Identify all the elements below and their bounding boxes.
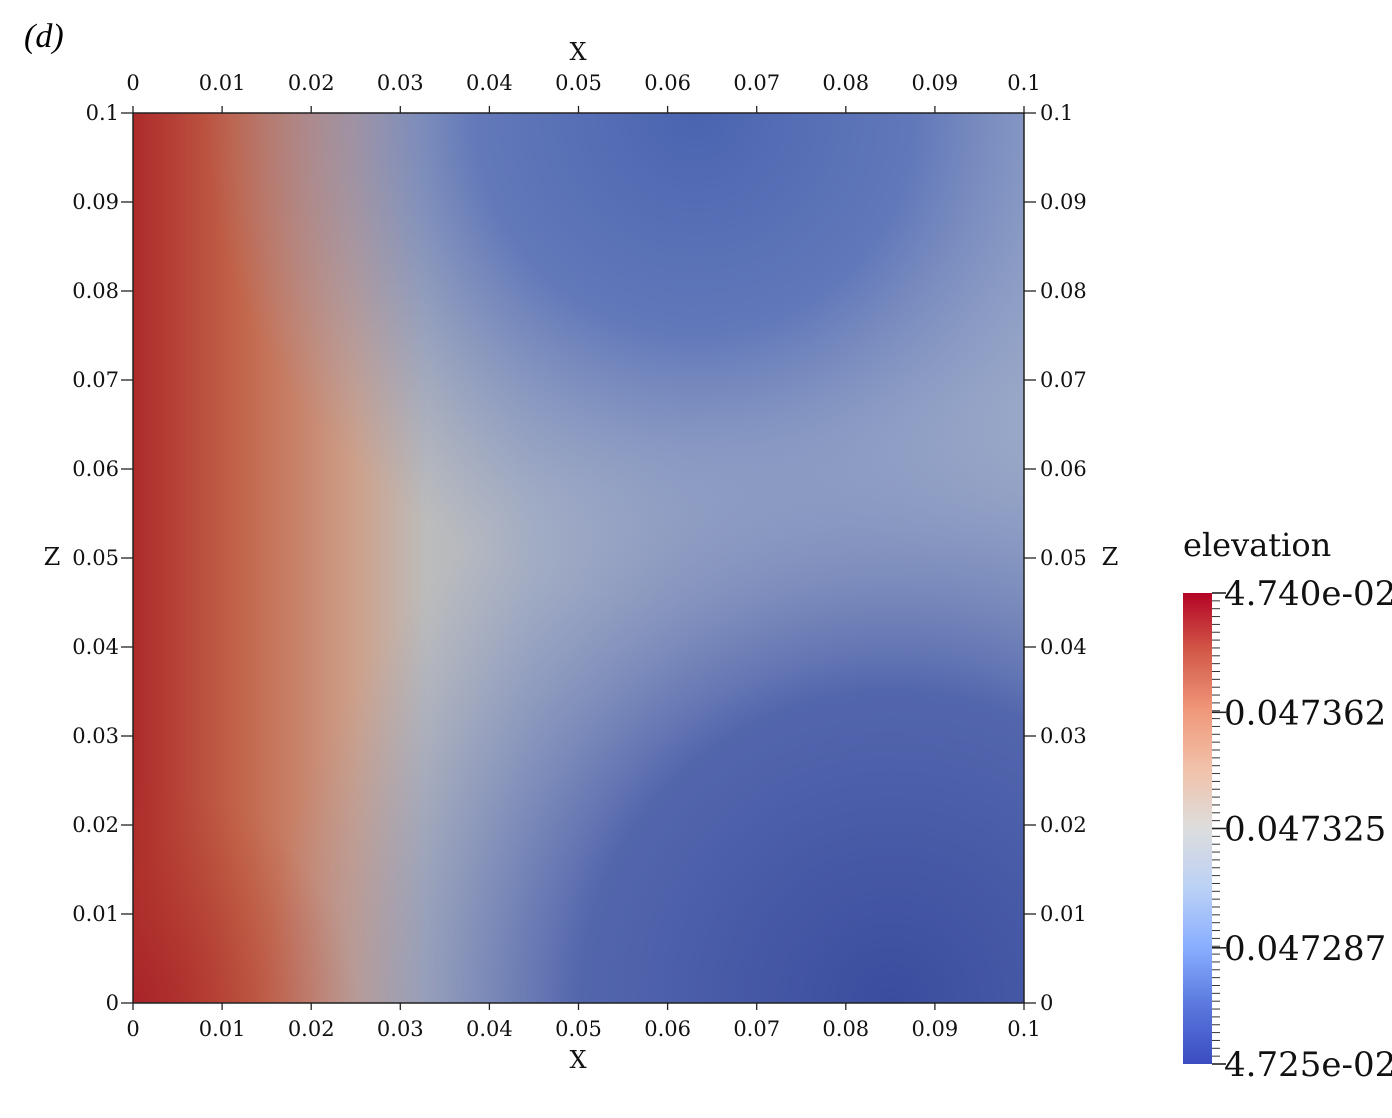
- x-tick-label-bottom: 0.02: [288, 1017, 335, 1041]
- axis-ticks: 000.010.010.020.020.030.030.040.040.050.…: [72, 71, 1087, 1041]
- y-tick-label-right: 0.07: [1040, 368, 1087, 392]
- y-axis-title-left: Z: [44, 543, 61, 571]
- x-tick-label-top: 0.01: [199, 71, 246, 95]
- y-tick-label-right: 0.02: [1040, 813, 1087, 837]
- x-tick-label-top: 0: [126, 71, 139, 95]
- y-tick-label-right: 0.09: [1040, 190, 1087, 214]
- y-tick-label-left: 0.07: [72, 368, 119, 392]
- x-tick-label-top: 0.03: [377, 71, 424, 95]
- x-tick-label-top: 0.04: [466, 71, 513, 95]
- x-tick-label-top: 0.09: [912, 71, 959, 95]
- x-tick-label-top: 0.05: [555, 71, 602, 95]
- x-tick-label-bottom: 0.09: [912, 1017, 959, 1041]
- colorbar-labels: 4.740e-02 0.047362 0.047325 0.047287 4.725e-…: [1224, 574, 1392, 1085]
- y-tick-label-left: 0.06: [72, 457, 119, 481]
- x-tick-label-bottom: 0.08: [822, 1017, 869, 1041]
- y-tick-label-right: 0.05: [1040, 546, 1087, 570]
- y-tick-label-right: 0.01: [1040, 902, 1087, 926]
- x-tick-label-top: 0.08: [822, 71, 869, 95]
- y-axis-title-right: Z: [1102, 543, 1119, 571]
- colorbar-label: 0.047287: [1224, 929, 1386, 969]
- colorbar-label: 0.047325: [1224, 810, 1386, 850]
- x-tick-label-top: 0.06: [644, 71, 691, 95]
- x-tick-label-bottom: 0.04: [466, 1017, 513, 1041]
- y-tick-label-right: 0.04: [1040, 635, 1087, 659]
- y-tick-label-right: 0.1: [1040, 101, 1073, 125]
- y-tick-label-left: 0.1: [86, 101, 119, 125]
- panel-label: (d): [24, 18, 64, 55]
- y-tick-label-left: 0.04: [72, 635, 119, 659]
- x-tick-label-top: 0.1: [1007, 71, 1040, 95]
- x-tick-label-bottom: 0.07: [733, 1017, 780, 1041]
- colorbar-label: 4.740e-02: [1224, 574, 1392, 614]
- y-tick-label-left: 0.09: [72, 190, 119, 214]
- y-tick-label-right: 0.03: [1040, 724, 1087, 748]
- heat-field: [133, 113, 1024, 1003]
- x-tick-label-bottom: 0.06: [644, 1017, 691, 1041]
- colorbar-ticks: [1212, 592, 1226, 1065]
- y-tick-label-left: 0: [106, 991, 119, 1015]
- y-tick-label-left: 0.02: [72, 813, 119, 837]
- y-tick-label-left: 0.08: [72, 279, 119, 303]
- y-tick-label-left: 0.03: [72, 724, 119, 748]
- y-tick-label-right: 0.08: [1040, 279, 1087, 303]
- y-tick-label-right: 0.06: [1040, 457, 1087, 481]
- x-tick-label-bottom: 0.05: [555, 1017, 602, 1041]
- x-tick-label-bottom: 0: [126, 1017, 139, 1041]
- y-tick-label-right: 0: [1040, 991, 1053, 1015]
- y-tick-label-left: 0.05: [72, 546, 119, 570]
- x-tick-label-top: 0.02: [288, 71, 335, 95]
- x-tick-label-bottom: 0.03: [377, 1017, 424, 1041]
- colorbar-title: elevation: [1183, 526, 1331, 564]
- y-tick-label-left: 0.01: [72, 902, 119, 926]
- x-axis-title-top: X: [569, 38, 586, 66]
- x-tick-label-bottom: 0.1: [1007, 1017, 1040, 1041]
- x-tick-label-bottom: 0.01: [199, 1017, 246, 1041]
- colorbar: [1183, 593, 1212, 1064]
- colorbar-label: 4.725e-02: [1224, 1045, 1392, 1085]
- x-tick-label-top: 0.07: [733, 71, 780, 95]
- colorbar-label: 0.047362: [1224, 693, 1386, 733]
- x-axis-title-bottom: X: [569, 1046, 586, 1074]
